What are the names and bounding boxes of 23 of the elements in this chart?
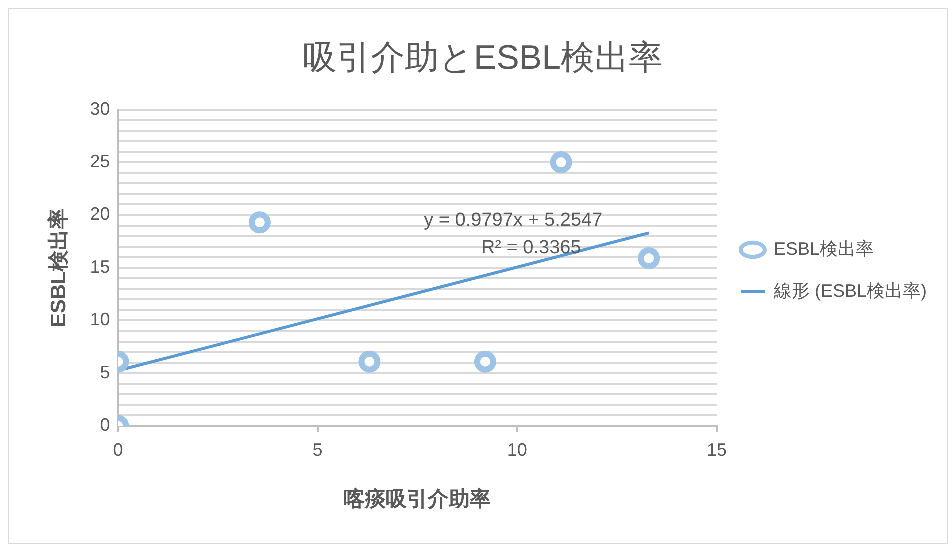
point — [474, 350, 496, 373]
annotation: R² = 0.3365 — [481, 238, 582, 259]
y-axis-title: ESBL検出率 — [46, 208, 70, 328]
x-tick-label: 0 — [113, 440, 124, 460]
x-tick-label: 10 — [507, 440, 528, 460]
y-tick-label: 0 — [100, 415, 110, 436]
x-axis-title: 喀痰吸引介助率 — [344, 487, 492, 512]
annotation: y = 0.9797x + 5.2547 — [424, 210, 603, 231]
point — [550, 152, 572, 174]
point — [358, 350, 381, 373]
y-tick-label: 25 — [90, 152, 110, 172]
y-tick-label: 20 — [90, 204, 110, 224]
x-tick-label: 5 — [312, 440, 323, 460]
y-tick-label: 5 — [100, 362, 110, 382]
y-tick-label: 10 — [90, 310, 110, 330]
chart-title: 吸引介助とESBL検出率 — [303, 38, 663, 77]
legend-label: ESBL検出率 — [774, 238, 874, 259]
point — [638, 248, 660, 270]
y-tick-label: 15 — [90, 256, 110, 277]
y-tick-label: 30 — [90, 98, 110, 119]
legend-label: 線形 (ESBL検出率) — [772, 280, 928, 301]
point — [248, 212, 271, 234]
x-tick-label: 15 — [706, 440, 727, 460]
